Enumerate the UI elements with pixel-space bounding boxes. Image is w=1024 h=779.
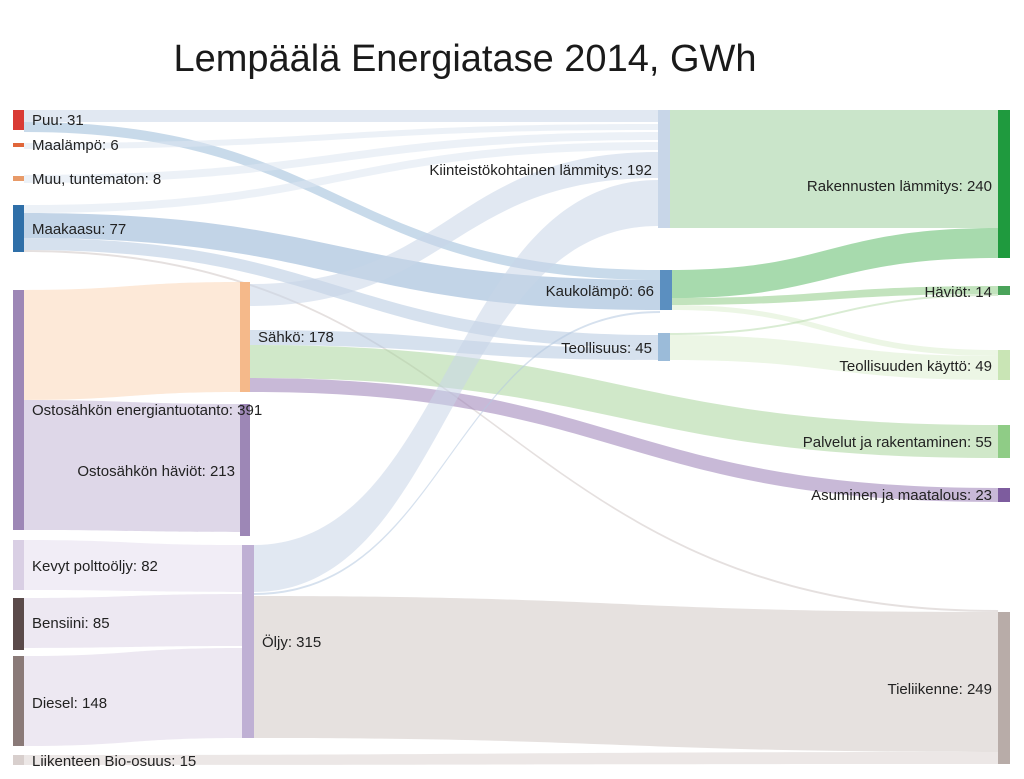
link-maalampo-kiinteisto <box>24 124 658 149</box>
label-maalampo: Maalämpö: 6 <box>32 137 119 154</box>
diagram-title: Lempäälä Energiatase 2014, GWh <box>173 38 757 80</box>
label-kiinteisto: Kiinteistökohtainen lämmitys: 192 <box>429 162 652 179</box>
label-diesel: Diesel: 148 <box>32 695 107 712</box>
link-ostosahko-sahko <box>24 282 240 400</box>
node-kaukolampo <box>660 270 672 310</box>
label-teollisuus: Teollisuus: 45 <box>561 340 652 357</box>
link-diesel-oljy <box>24 648 242 746</box>
link-sahko-palvelut <box>250 345 998 458</box>
label-palvelut: Palvelut ja rakentaminen: 55 <box>803 434 992 451</box>
link-teollisuus-teollisuuden <box>670 335 998 380</box>
link-maakaasu-kiinteisto <box>24 142 658 213</box>
link-oljy-kiinteisto <box>254 180 658 592</box>
node-asuminen <box>998 488 1010 502</box>
label-tieliikenne: Tieliikenne: 249 <box>887 681 992 698</box>
node-ostosahko <box>13 290 24 530</box>
link-puu-kaukolampo <box>24 122 660 280</box>
node-teollisuuden <box>998 350 1010 380</box>
label-asuminen: Asuminen ja maatalous: 23 <box>811 487 992 504</box>
label-oljy: Öljy: 315 <box>262 633 321 651</box>
node-maalampo <box>13 143 24 147</box>
label-bio: Liikenteen Bio-osuus: 15 <box>32 753 196 770</box>
link-kaukolampo-teollisuuden <box>672 305 998 356</box>
link-oljy-tieliikenne <box>254 596 998 752</box>
node-haviot <box>998 286 1010 295</box>
node-muu <box>13 176 24 181</box>
node-bensiini <box>13 598 24 650</box>
node-oljy <box>242 545 254 738</box>
link-sahko-teollisuus <box>250 330 658 360</box>
link-sahko-asuminen <box>250 378 998 502</box>
node-sahko <box>240 282 250 392</box>
node-diesel <box>13 656 24 746</box>
label-bensiini: Bensiini: 85 <box>32 615 110 632</box>
link-kevyt-oljy <box>24 540 242 592</box>
node-rakennukset <box>998 110 1010 258</box>
node-kiinteisto <box>658 110 670 228</box>
label-teollisuuden: Teollisuuden käyttö: 49 <box>839 358 992 375</box>
label-ostosahko: Ostosähkön energiantuotanto: 391 <box>32 402 262 419</box>
label-kevyt: Kevyt polttoöljy: 82 <box>32 558 158 575</box>
node-tieliikenne <box>998 612 1010 764</box>
node-teollisuus <box>658 333 670 361</box>
link-kaukolampo-rakennukset <box>672 228 998 298</box>
label-muu: Muu, tuntematon: 8 <box>32 171 161 188</box>
label-puu: Puu: 31 <box>32 112 84 129</box>
node-puu <box>13 110 24 130</box>
label-sahko: Sähkö: 178 <box>258 329 334 346</box>
label-maakaasu: Maakaasu: 77 <box>32 221 126 238</box>
label-haviot: Häviöt: 14 <box>924 284 992 301</box>
link-ostosahko-haviot <box>24 400 240 532</box>
link-bensiini-oljy <box>24 594 242 648</box>
link-sahko-kiinteisto <box>250 152 658 306</box>
label-haviot-osto: Ostosähkön häviöt: 213 <box>77 463 235 480</box>
label-kaukolampo: Kaukolämpö: 66 <box>546 283 654 300</box>
node-kevyt <box>13 540 24 590</box>
node-bio <box>13 755 24 765</box>
label-rakennukset: Rakennusten lämmitys: 240 <box>807 178 992 195</box>
link-puu-kiinteisto <box>24 110 658 122</box>
node-palvelut <box>998 425 1010 458</box>
link-muu-kiinteisto <box>24 132 658 183</box>
link-teollisuus-haviot <box>670 294 998 335</box>
link-bio-tieliikenne <box>24 752 998 765</box>
node-maakaasu <box>13 205 24 252</box>
node-haviot-osto <box>240 404 250 536</box>
link-kiinteisto-rakennukset <box>670 110 998 228</box>
link-kaukolampo-haviot <box>672 286 998 305</box>
